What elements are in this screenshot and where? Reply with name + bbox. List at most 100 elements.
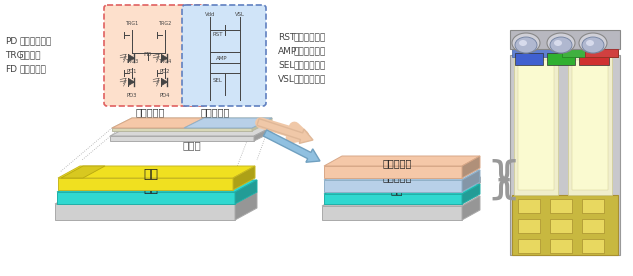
Polygon shape [462, 156, 480, 178]
FancyArrow shape [263, 130, 320, 162]
Text: 单像素: 单像素 [183, 140, 201, 150]
Ellipse shape [519, 40, 527, 46]
Polygon shape [324, 180, 462, 192]
Polygon shape [112, 118, 204, 128]
Text: TRG3: TRG3 [125, 59, 139, 64]
Text: ：垂直信号线: ：垂直信号线 [293, 76, 325, 84]
Polygon shape [510, 30, 620, 49]
Bar [550, 199, 572, 213]
Text: }: } [486, 158, 515, 201]
Polygon shape [324, 184, 480, 194]
Bar [582, 219, 604, 233]
Polygon shape [110, 126, 274, 136]
Text: SEL: SEL [213, 78, 223, 83]
Polygon shape [161, 78, 167, 86]
Polygon shape [112, 128, 252, 131]
Text: VSL: VSL [278, 76, 295, 84]
Text: 像素: 像素 [144, 168, 158, 181]
Bar [582, 199, 604, 213]
Text: PD4: PD4 [160, 93, 170, 98]
Polygon shape [58, 166, 255, 178]
Bar [518, 239, 540, 253]
Text: 光电二极管: 光电二极管 [382, 158, 411, 168]
Bar [582, 239, 604, 253]
Polygon shape [233, 166, 255, 190]
Polygon shape [110, 136, 254, 141]
Text: SEL: SEL [278, 62, 294, 70]
Text: 光电二极管: 光电二极管 [135, 107, 165, 117]
Polygon shape [55, 192, 257, 204]
Text: ：浮置扩散: ：浮置扩散 [20, 65, 47, 75]
Text: TRG1: TRG1 [125, 21, 139, 26]
Polygon shape [572, 60, 608, 190]
Text: 电路: 电路 [144, 182, 158, 195]
Polygon shape [235, 180, 257, 204]
Polygon shape [512, 195, 618, 255]
Polygon shape [462, 184, 480, 204]
Text: ：放大晶体管: ：放大晶体管 [293, 47, 325, 57]
Text: ：光电二极管: ：光电二极管 [20, 38, 53, 46]
Polygon shape [568, 55, 612, 195]
Polygon shape [322, 206, 462, 220]
Polygon shape [61, 166, 105, 178]
Text: PD2: PD2 [160, 69, 170, 74]
Text: ：传输门: ：传输门 [20, 52, 42, 60]
Polygon shape [252, 118, 272, 131]
Polygon shape [58, 178, 233, 190]
Ellipse shape [512, 33, 540, 53]
Polygon shape [57, 180, 257, 192]
Text: AMP: AMP [278, 47, 298, 57]
Polygon shape [55, 204, 235, 220]
Polygon shape [512, 49, 618, 57]
Text: RST: RST [278, 33, 296, 43]
Text: 像素晶体管: 像素晶体管 [382, 172, 411, 182]
Bar [550, 239, 572, 253]
Ellipse shape [554, 40, 562, 46]
Polygon shape [254, 126, 274, 141]
Text: VSL: VSL [235, 12, 245, 17]
FancyArrow shape [450, 174, 480, 186]
Text: FD: FD [144, 52, 153, 57]
Text: 像素晶体管: 像素晶体管 [200, 107, 230, 117]
Bar [550, 219, 572, 233]
Text: PD1: PD1 [127, 69, 137, 74]
Ellipse shape [550, 37, 572, 53]
Polygon shape [579, 53, 609, 65]
Polygon shape [510, 55, 620, 255]
FancyArrow shape [257, 119, 313, 144]
Ellipse shape [582, 37, 604, 53]
Text: {: { [492, 158, 520, 201]
Polygon shape [161, 54, 167, 62]
Bar [518, 199, 540, 213]
Text: TRG2: TRG2 [158, 21, 172, 26]
Text: 电路: 电路 [391, 185, 403, 195]
Text: PD: PD [5, 38, 17, 46]
Polygon shape [462, 196, 480, 220]
FancyBboxPatch shape [104, 5, 208, 106]
Polygon shape [514, 55, 558, 195]
Polygon shape [585, 49, 618, 57]
Polygon shape [462, 170, 480, 192]
Text: ：复位晶体管: ：复位晶体管 [293, 33, 325, 43]
Text: PD3: PD3 [127, 93, 137, 98]
Polygon shape [128, 78, 134, 86]
Text: FD: FD [5, 65, 17, 75]
Text: TRG4: TRG4 [158, 59, 172, 64]
Polygon shape [547, 53, 575, 65]
Bar [518, 219, 540, 233]
Polygon shape [322, 196, 480, 206]
Polygon shape [184, 118, 272, 128]
Text: RST: RST [213, 33, 223, 38]
Ellipse shape [579, 33, 607, 53]
Polygon shape [562, 49, 618, 57]
Ellipse shape [515, 37, 537, 53]
Polygon shape [324, 194, 462, 204]
Polygon shape [518, 60, 554, 190]
Polygon shape [324, 166, 462, 178]
Text: TRG: TRG [5, 52, 23, 60]
Polygon shape [324, 170, 480, 180]
Text: Vdd: Vdd [205, 12, 215, 17]
Ellipse shape [547, 33, 575, 53]
Text: AMP: AMP [216, 55, 228, 60]
FancyBboxPatch shape [182, 5, 266, 106]
